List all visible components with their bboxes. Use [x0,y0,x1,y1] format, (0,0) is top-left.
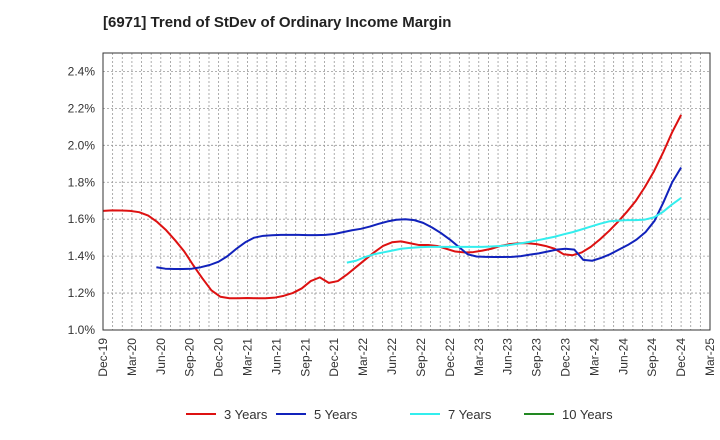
x-tick-label: Mar-22 [356,338,370,376]
y-tick-label: 2.4% [68,64,96,78]
x-tick-label: Dec-24 [674,338,688,377]
legend-label: 10 Years [562,407,613,422]
legend-label: 5 Years [314,407,358,422]
x-tick-label: Jun-20 [154,338,168,375]
x-tick-label: Mar-21 [241,338,255,376]
x-tick-label: Sep-22 [414,338,428,377]
x-tick-label: Sep-21 [298,338,312,377]
x-tick-label: Dec-20 [212,338,226,377]
x-tick-label: Jun-21 [269,338,283,375]
x-tick-label: Mar-25 [703,338,717,376]
chart-title: [6971] Trend of StDev of Ordinary Income… [103,14,452,31]
plot-border [102,52,711,331]
y-tick-label: 1.8% [68,175,96,189]
x-tick-label: Dec-23 [558,338,572,377]
x-tick-label: Jun-22 [385,338,399,375]
x-tick-label: Dec-19 [96,338,110,377]
legend-label: 3 Years [224,407,268,422]
x-tick-label: Sep-24 [645,338,659,377]
x-tick-label: Jun-23 [501,338,515,375]
y-tick-label: 2.2% [68,101,96,115]
legend-label: 7 Years [448,407,492,422]
y-tick-label: 1.4% [68,249,96,263]
y-tick-label: 1.2% [68,286,96,300]
y-tick-label: 2.0% [68,138,96,152]
x-tick-label: Mar-24 [587,338,601,376]
x-tick-label: Mar-20 [125,338,139,376]
x-tick-label: Mar-23 [472,338,486,376]
series-line-7-years [346,197,682,264]
x-tick-label: Sep-20 [183,338,197,377]
y-tick-label: 1.6% [68,212,96,226]
plot-area [103,53,710,330]
series-line-5-years [156,166,682,271]
x-tick-label: Dec-21 [327,338,341,377]
x-tick-label: Sep-23 [530,338,544,377]
x-tick-label: Jun-24 [616,338,630,375]
series-line-3-years [102,114,682,300]
x-tick-label: Dec-22 [443,338,457,377]
y-tick-label: 1.0% [68,323,96,337]
